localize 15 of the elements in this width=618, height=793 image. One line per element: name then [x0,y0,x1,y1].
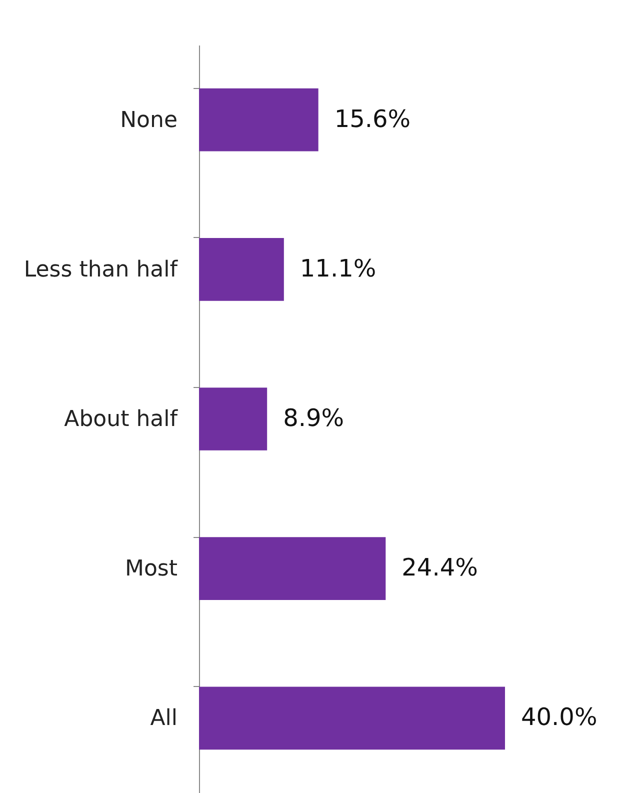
data-label: 24.4% [402,554,478,582]
y-tick-label: Less than half [24,257,179,282]
y-tick-label: None [120,108,178,133]
data-label: 40.0% [521,703,598,732]
data-label: 8.9% [283,404,344,432]
bar [199,537,386,600]
bar [199,238,284,301]
data-label: 11.1% [300,254,376,282]
y-tick-label: About half [64,407,179,432]
bar [199,88,318,152]
data-label: 15.6% [334,104,411,133]
y-tick-label: All [150,706,178,732]
bar [199,686,505,750]
bar [199,388,268,450]
y-tick-label: Most [124,556,178,582]
